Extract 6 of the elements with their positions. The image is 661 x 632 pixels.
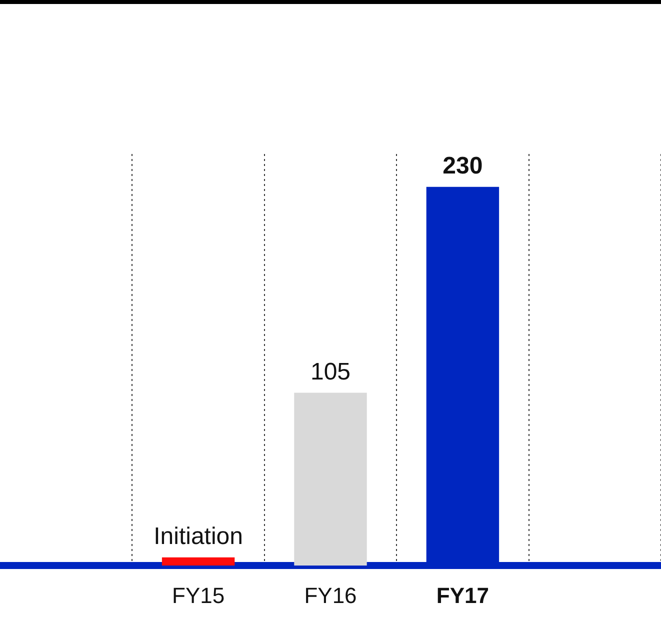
x-tick-label: FY17 xyxy=(436,582,489,608)
x-tick-label: FY16 xyxy=(304,582,357,608)
data-label: Initiation xyxy=(154,522,243,550)
data-label: 105 xyxy=(310,358,351,386)
x-tick-label: FY15 xyxy=(172,582,225,608)
data-label: 230 xyxy=(442,152,483,180)
